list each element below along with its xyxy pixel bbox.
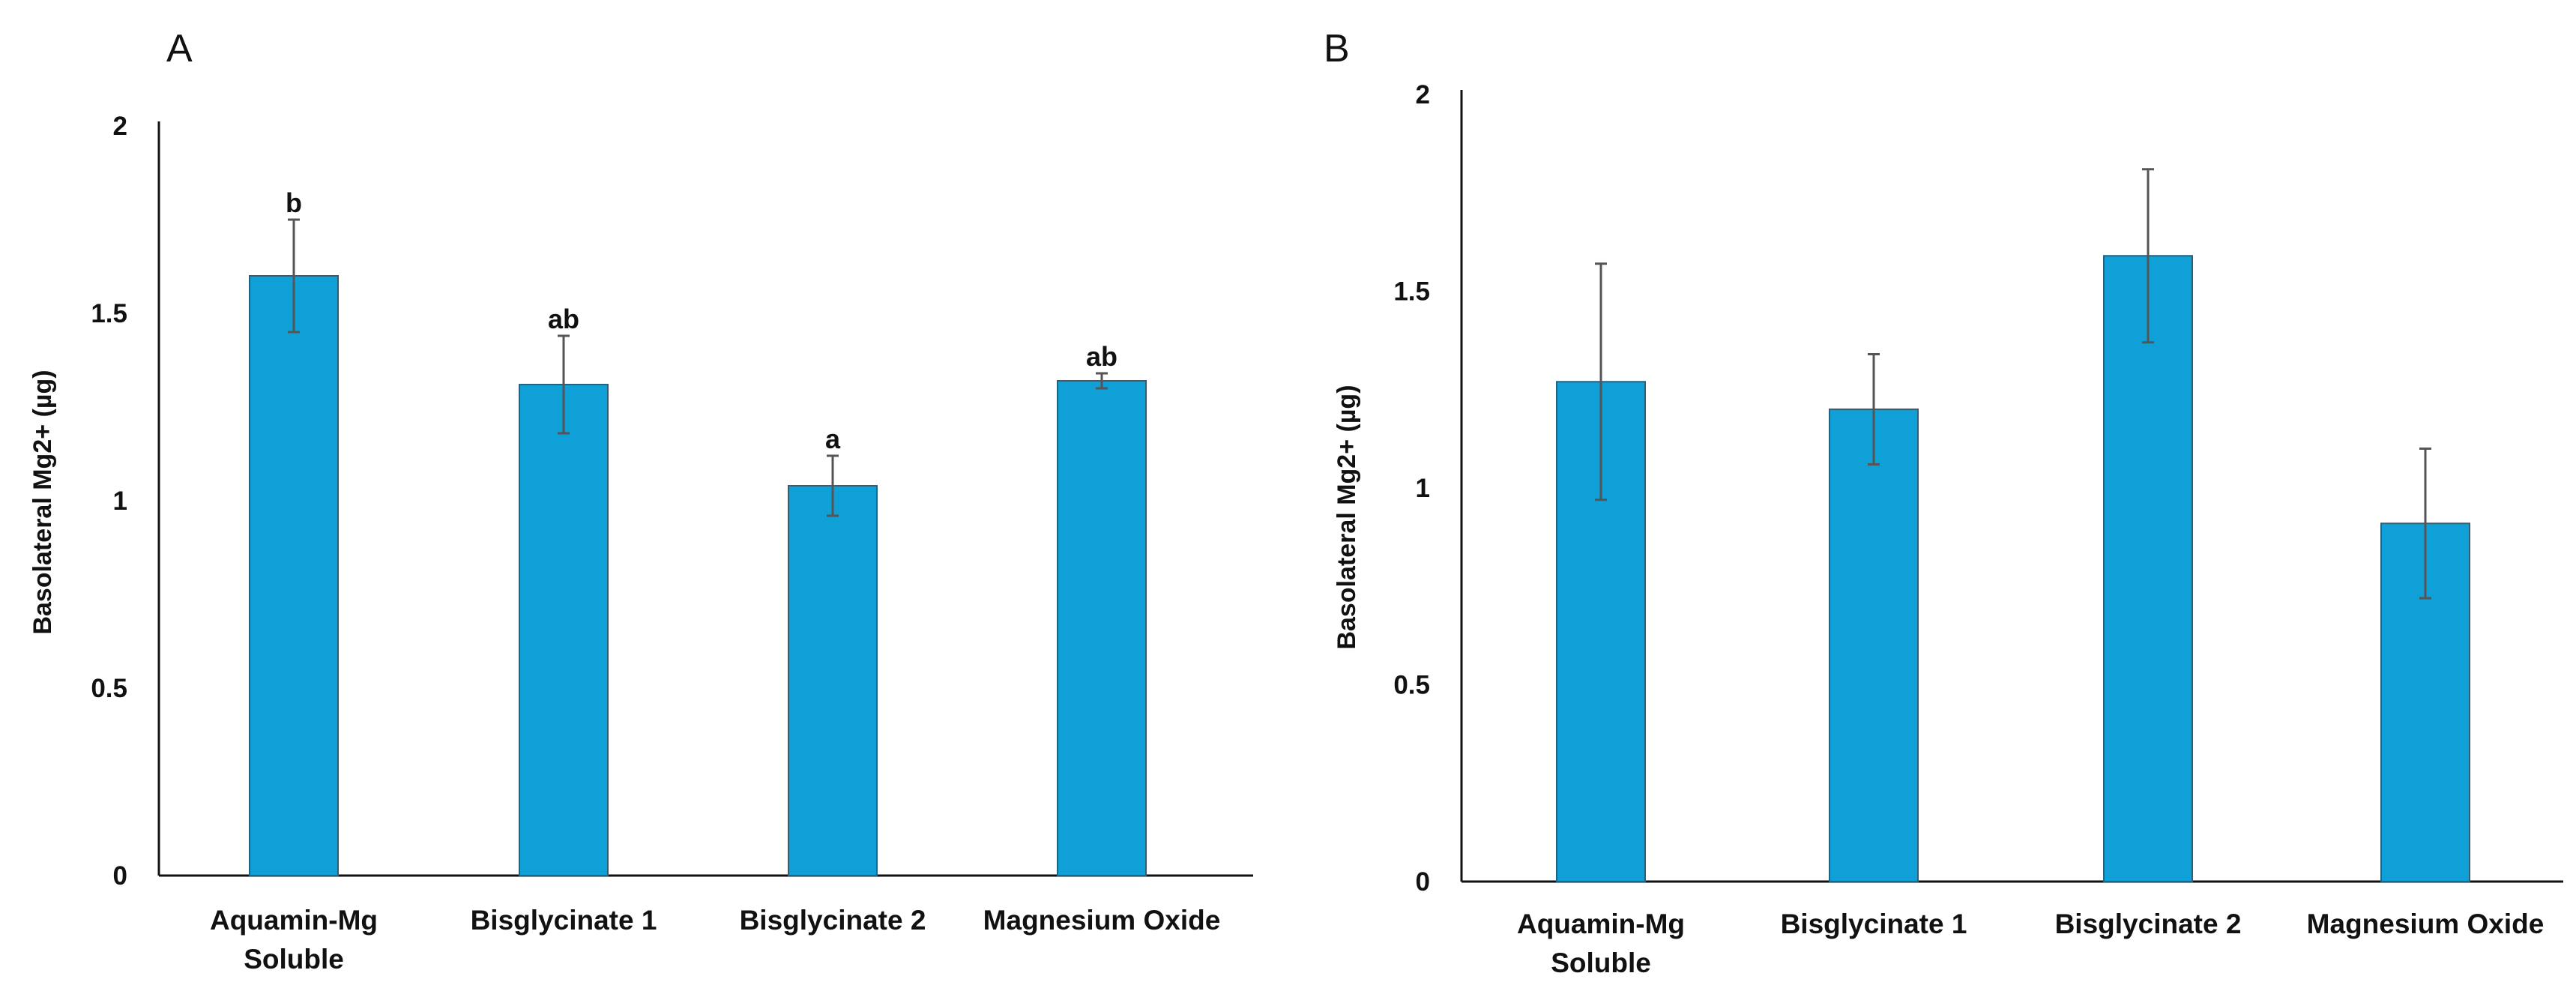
panel-letter: A <box>166 27 193 70</box>
category-label: Bisglycinate 1 <box>471 905 657 936</box>
panel-letter: B <box>1324 27 1350 70</box>
bar <box>788 485 878 876</box>
bar <box>2103 255 2193 882</box>
bar <box>249 275 339 876</box>
y-tick-label: 0 <box>113 861 127 891</box>
y-axis-label: Basolateral Mg2+ (µg) <box>28 370 57 634</box>
y-tick-label: 0.5 <box>91 674 127 703</box>
bar <box>519 384 609 876</box>
y-tick-label: 1.5 <box>1393 277 1430 307</box>
category-label: Soluble <box>1551 948 1651 978</box>
y-axis-label: Basolateral Mg2+ (µg) <box>1333 385 1361 649</box>
significance-label: b <box>286 187 302 218</box>
bar <box>1829 409 1919 882</box>
y-tick-label: 2 <box>113 112 127 141</box>
y-tick-label: 0 <box>1416 867 1430 897</box>
category-label: Aquamin-Mg <box>1517 909 1685 939</box>
category-label: Soluble <box>244 944 344 975</box>
significance-label: ab <box>1086 341 1117 372</box>
significance-label: ab <box>548 304 579 334</box>
category-label: Bisglycinate 2 <box>740 905 926 936</box>
category-label: Magnesium Oxide <box>983 905 1221 936</box>
significance-label: a <box>825 424 841 454</box>
bar <box>1057 380 1147 876</box>
category-label: Aquamin-Mg <box>210 905 378 936</box>
y-tick-label: 0.5 <box>1393 671 1430 700</box>
category-label: Bisglycinate 2 <box>2055 909 2242 939</box>
y-tick-label: 1 <box>113 487 127 516</box>
y-tick-label: 2 <box>1416 80 1430 109</box>
category-label: Magnesium Oxide <box>2307 909 2545 939</box>
category-label: Bisglycinate 1 <box>1781 909 1967 939</box>
y-tick-label: 1.5 <box>91 299 127 328</box>
y-tick-label: 1 <box>1416 474 1430 503</box>
